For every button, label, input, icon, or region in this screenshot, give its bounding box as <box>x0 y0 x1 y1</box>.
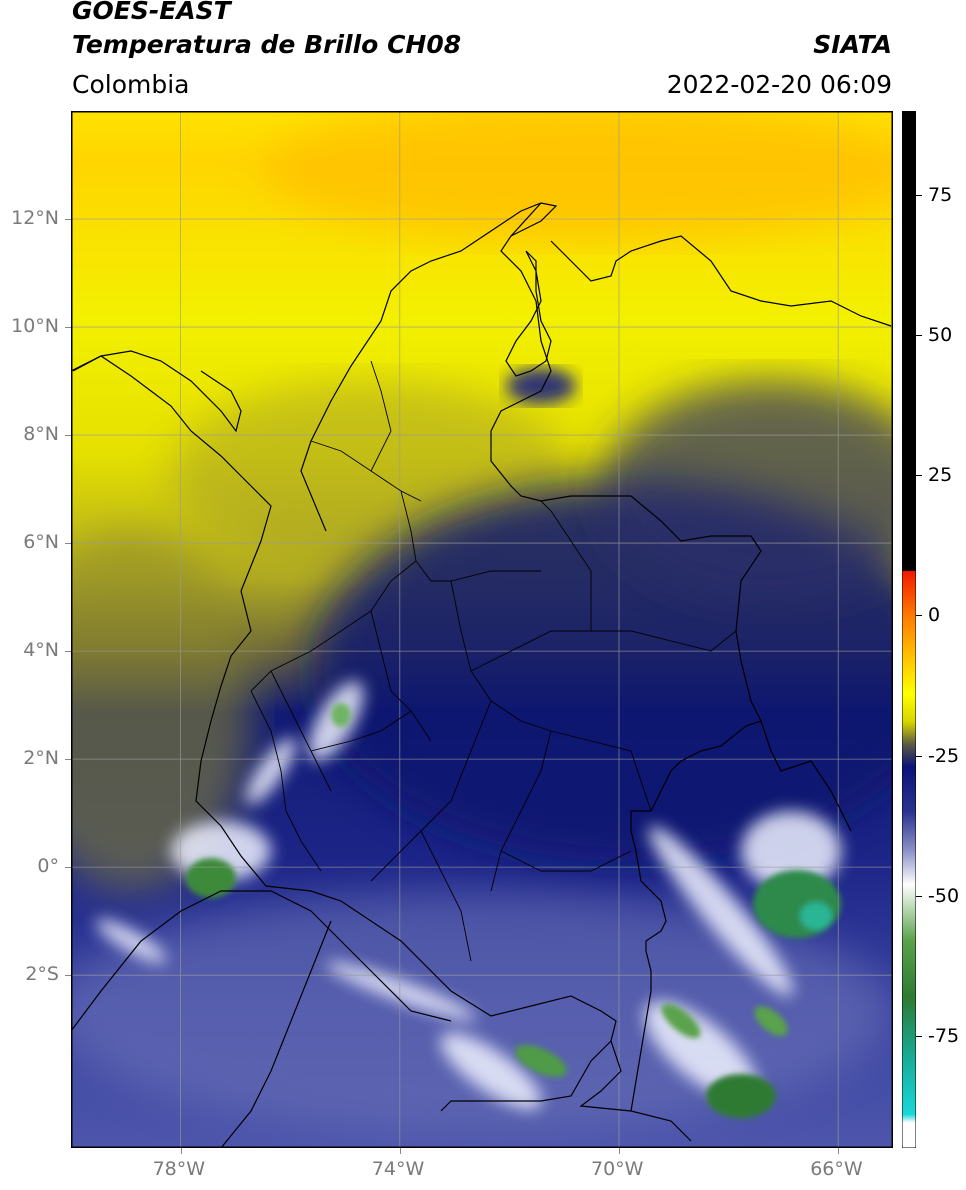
region-label: Colombia <box>72 70 190 99</box>
lon-tick-label: 70°W <box>591 1158 644 1180</box>
lon-tick-label: 74°W <box>371 1158 425 1180</box>
venezuela-coast <box>510 202 892 327</box>
colorbar-tick <box>916 335 922 337</box>
lon-tick-label: 78°W <box>152 1158 206 1180</box>
colorbar-tick <box>916 755 922 757</box>
colorbar-tick-label: 0 <box>928 604 941 627</box>
cold-cloud-east <box>601 381 893 601</box>
colorbar-tick-label: -50 <box>928 884 960 907</box>
lon-tick <box>619 1148 620 1154</box>
lon-tick <box>180 1148 182 1154</box>
boundaries <box>71 202 892 1148</box>
colorbar-tick <box>916 195 922 197</box>
dark-spot <box>506 368 576 404</box>
lat-tick <box>65 651 71 653</box>
lat-tick-label: 8°N <box>23 423 59 446</box>
lat-tick <box>65 867 71 869</box>
lat-tick-label: 6°N <box>23 531 59 554</box>
lat-tick-label: 0° <box>37 855 59 878</box>
brazil-border <box>440 720 852 1142</box>
lat-tick <box>65 219 71 221</box>
colorbar-tick-label: 50 <box>928 324 953 347</box>
lon-tick <box>838 1148 840 1154</box>
lat-tick <box>65 327 71 329</box>
colorbar-tick-label: 75 <box>928 184 953 207</box>
lon-tick-label: 66°W <box>810 1158 863 1180</box>
colorbar-tick <box>916 615 922 617</box>
lat-tick-label: 2°S <box>25 963 59 986</box>
map-frame <box>71 111 893 1148</box>
colorbar-tick-label: -75 <box>928 1024 960 1047</box>
department-lines <box>250 360 737 962</box>
lat-tick-label: 12°N <box>11 207 59 230</box>
colorbar <box>902 111 916 1148</box>
datetime-label: 2022-02-20 06:09 <box>666 70 892 99</box>
colorbar-tick <box>916 895 922 897</box>
agency-label: SIATA <box>813 30 892 59</box>
lake-maracaibo <box>505 250 552 377</box>
cloud-streaks <box>96 681 841 1110</box>
lat-tick-label: 2°N <box>23 747 59 770</box>
ecuador-peru-border <box>71 890 452 1148</box>
colorbar-tick <box>916 475 922 477</box>
lon-tick <box>399 1148 401 1154</box>
colorbar-tick-label: -25 <box>928 744 960 767</box>
lat-tick <box>65 435 71 437</box>
lat-tick <box>65 543 71 545</box>
satellite-map <box>71 111 893 1148</box>
colombia-border <box>72 202 762 1112</box>
lat-tick-label: 4°N <box>23 639 59 662</box>
olive-region-west <box>71 531 251 891</box>
lat-tick-label: 10°N <box>11 315 59 338</box>
panama-coast <box>71 350 242 433</box>
lat-tick <box>65 759 71 761</box>
colorbar-tick <box>916 1035 922 1037</box>
warm-region <box>261 111 893 241</box>
satellite-title: GOES-EAST <box>72 0 231 25</box>
lat-tick <box>65 975 71 977</box>
product-title: Temperatura de Brillo CH08 <box>72 30 462 59</box>
convective-cells <box>186 703 841 1118</box>
graticule <box>71 111 893 1148</box>
colorbar-tick-label: 25 <box>928 464 953 487</box>
